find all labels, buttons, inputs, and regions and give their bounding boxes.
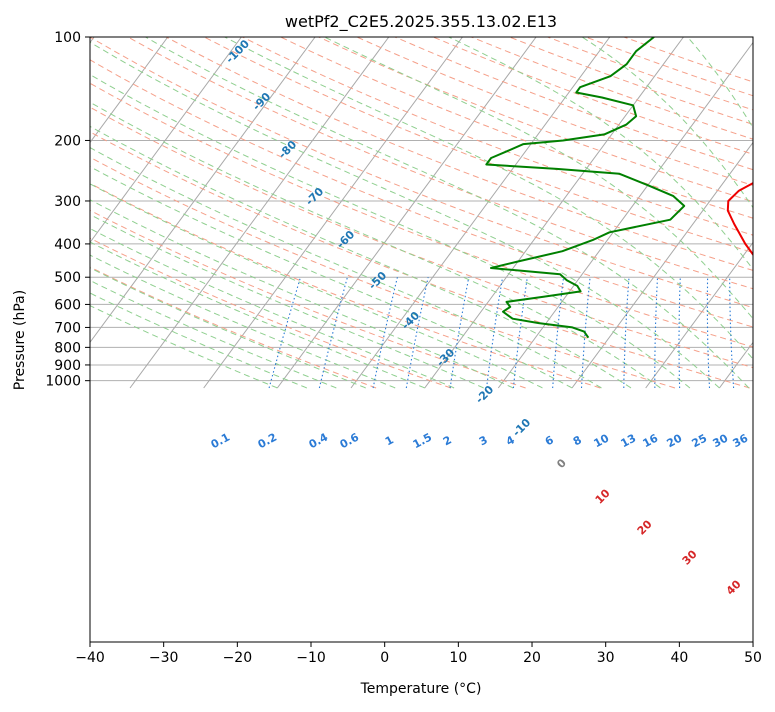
x-tick-label: 50	[744, 650, 762, 666]
x-tick-label: 0	[380, 650, 389, 666]
y-tick-label: 100	[54, 30, 81, 46]
y-tick-label: 700	[54, 320, 81, 336]
y-tick-label: 600	[54, 297, 81, 313]
x-tick-label: −10	[296, 650, 326, 666]
y-tick-label: 200	[54, 133, 81, 149]
y-tick-label: 800	[54, 340, 81, 356]
x-tick-label: −40	[75, 650, 105, 666]
x-tick-label: 30	[597, 650, 615, 666]
y-tick-label: 500	[54, 270, 81, 286]
x-tick-label: −30	[149, 650, 179, 666]
x-axis-label: Temperature (°C)	[360, 681, 482, 697]
x-tick-label: 40	[670, 650, 688, 666]
x-tick-label: −20	[223, 650, 253, 666]
y-tick-label: 400	[54, 237, 81, 253]
y-tick-label: 900	[54, 358, 81, 374]
y-axis-label: Pressure (hPa)	[12, 290, 28, 390]
x-tick-label: 10	[449, 650, 467, 666]
y-tick-label: 300	[54, 194, 81, 210]
x-tick-label: 20	[523, 650, 541, 666]
y-tick-label: 1000	[45, 374, 81, 390]
chart-title: wetPf2_C2E5.2025.355.13.02.E13	[285, 12, 557, 32]
